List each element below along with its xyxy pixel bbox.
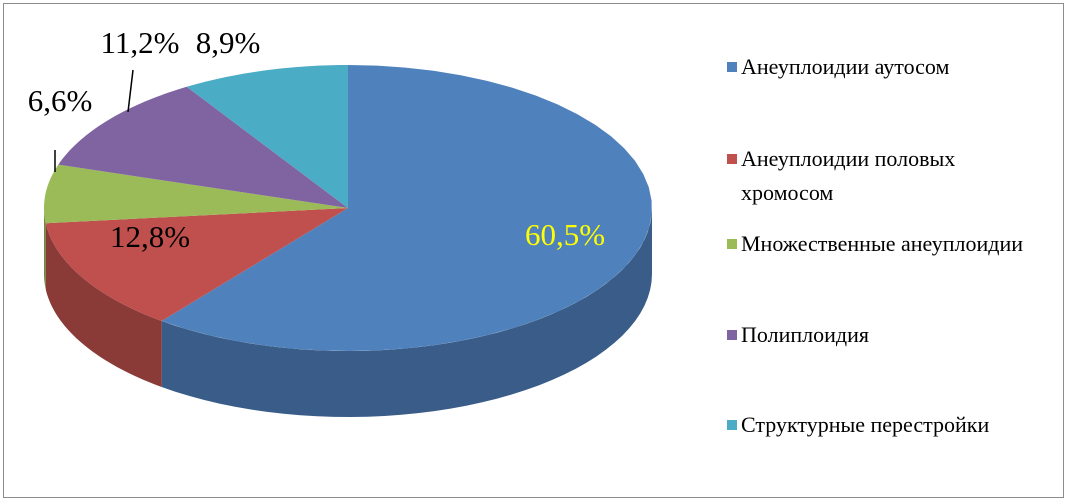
data-label: 12,8% bbox=[110, 219, 190, 254]
legend-label: Полиплоидия bbox=[741, 322, 869, 347]
data-label: 6,6% bbox=[28, 83, 93, 118]
legend-swatch bbox=[727, 330, 737, 340]
leader-line bbox=[127, 69, 134, 113]
data-label: 60,5% bbox=[525, 217, 605, 252]
pie-slice-side bbox=[44, 208, 46, 290]
legend-label: Анеуплоидии аутосом bbox=[741, 54, 950, 79]
legend-swatch bbox=[727, 154, 737, 164]
legend-item: Структурные перестройки bbox=[727, 408, 1047, 442]
legend-item: Анеуплоидии половых хромосом bbox=[727, 142, 1047, 210]
legend-swatch bbox=[727, 420, 737, 430]
legend-item: Полиплоидия bbox=[727, 318, 1047, 352]
pie-slice bbox=[58, 86, 348, 208]
legend-label: Структурные перестройки bbox=[741, 412, 990, 437]
legend-label: Множественные анеуплоидии bbox=[741, 231, 1024, 256]
legend-label: Анеуплоидии половых хромосом bbox=[741, 146, 956, 205]
chart-frame bbox=[3, 3, 1064, 498]
pie-slice bbox=[161, 65, 652, 351]
legend-item: Анеуплоидии аутосом bbox=[727, 50, 1047, 84]
legend-item: Множественные анеуплоидии bbox=[727, 227, 1047, 261]
legend-swatch bbox=[727, 62, 737, 72]
data-label: 11,2% bbox=[101, 25, 180, 60]
legend-swatch bbox=[727, 239, 737, 249]
pie-slice-side bbox=[161, 208, 652, 417]
data-label: 8,9% bbox=[196, 25, 261, 60]
pie-slice bbox=[45, 208, 349, 321]
pie-slice-side bbox=[45, 223, 162, 387]
pie-slice bbox=[44, 164, 349, 224]
pie-slice bbox=[186, 65, 348, 208]
